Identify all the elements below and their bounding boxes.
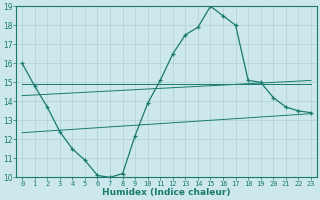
X-axis label: Humidex (Indice chaleur): Humidex (Indice chaleur)	[102, 188, 231, 197]
